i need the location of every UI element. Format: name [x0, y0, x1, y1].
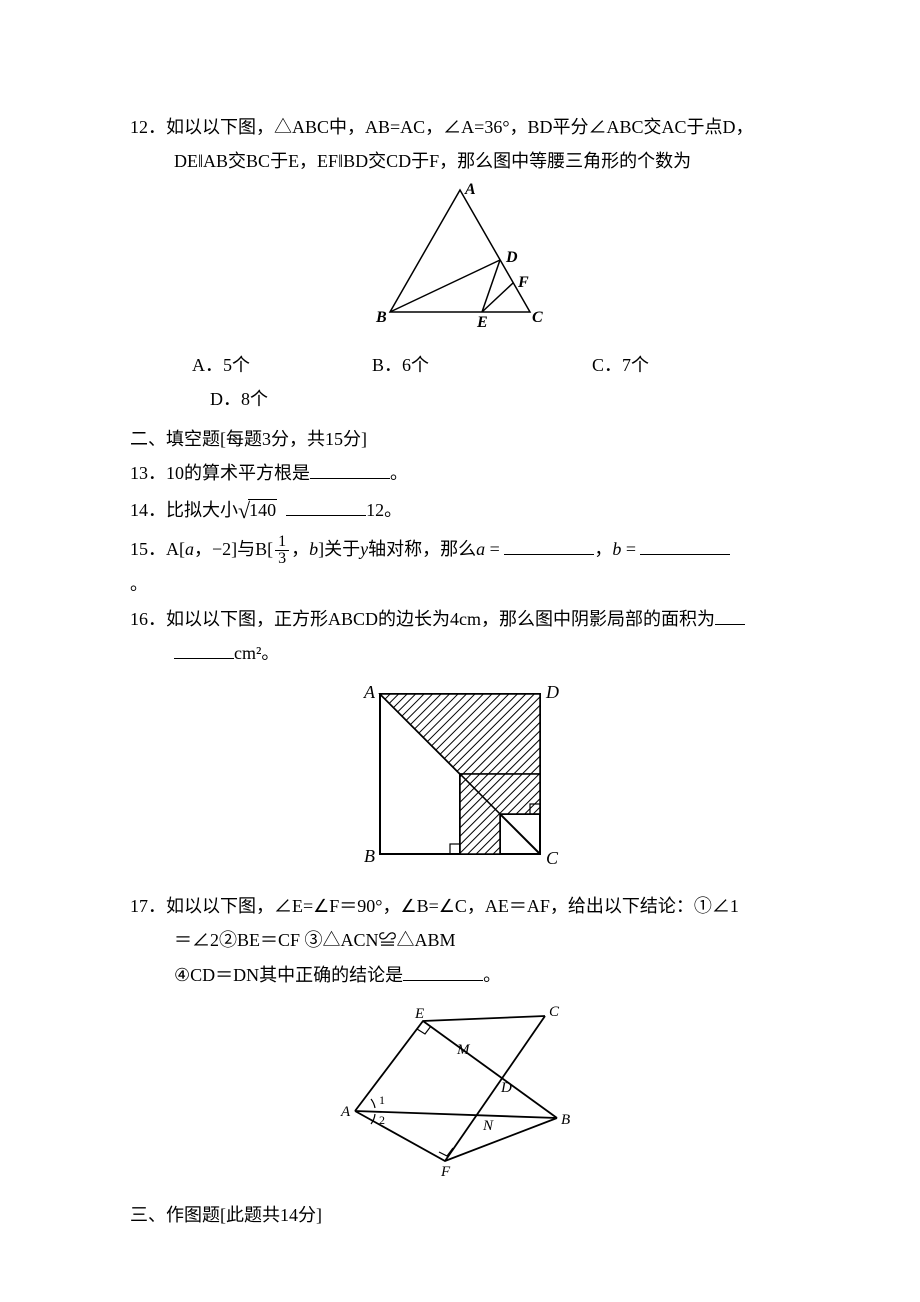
svg-text:B: B	[561, 1112, 570, 1128]
q13-prefix: 13．	[130, 463, 166, 483]
svg-text:A: A	[340, 1104, 351, 1120]
fraction-icon: 13	[275, 534, 289, 567]
q12-opt-a: A．5个	[192, 348, 372, 382]
svg-text:B: B	[364, 846, 375, 866]
svg-text:D: D	[505, 249, 518, 266]
svg-text:C: C	[532, 309, 543, 326]
q12-opt-c: C．7个	[592, 348, 742, 382]
q17-figure: A E C M D N B F 1 2	[130, 996, 790, 1192]
section-2-header: 二、填空题[每题3分，共15分]	[130, 422, 790, 456]
q12-figure: A B C D E F	[130, 182, 790, 343]
q16-figure: A D B C	[130, 674, 790, 885]
svg-text:E: E	[414, 1006, 424, 1022]
question-15: 15．A[a，−2]与B[13，b]关于y轴对称，那么a = ，b =	[130, 532, 790, 567]
svg-text:A: A	[363, 682, 376, 702]
q16-prefix: 16．	[130, 609, 166, 629]
q12-options: A．5个 B．6个 C．7个	[130, 348, 790, 382]
svg-text:A: A	[464, 182, 476, 198]
q12-prefix: 12．	[130, 117, 166, 137]
question-16: 16．如以以下图，正方形ABCD的边长为4cm，那么图中阴影局部的面积为	[130, 602, 790, 636]
q12-opt-d: D．8个	[130, 382, 790, 416]
q17-line2: ＝∠2②BE＝CF ③△ACN≌△ABM	[130, 923, 790, 957]
q12-line2: DE‖AB交BC于E，EF‖BD交CD于F，那么图中等腰三角形的个数为	[130, 144, 790, 178]
svg-text:1: 1	[379, 1093, 385, 1107]
q17-line3: ④CD＝DN其中正确的结论是。	[130, 958, 790, 992]
q13-blank	[310, 460, 390, 479]
q15-blank-b	[640, 536, 730, 555]
svg-text:E: E	[476, 314, 488, 331]
svg-text:N: N	[482, 1118, 494, 1134]
question-17: 17．如以以下图，∠E=∠F＝90°，∠B=∠C，AE＝AF，给出以下结论：①∠…	[130, 889, 790, 923]
q17-prefix: 17．	[130, 896, 166, 916]
svg-text:C: C	[549, 1004, 560, 1020]
question-12: 12．如以以下图，△ABC中，AB=AC，∠A=36°，BD平分∠ABC交AC于…	[130, 110, 790, 416]
svg-text:C: C	[546, 848, 559, 868]
q16-blank-bottom	[174, 640, 234, 659]
q14-prefix: 14．	[130, 500, 166, 520]
q12-line1: 12．如以以下图，△ABC中，AB=AC，∠A=36°，BD平分∠ABC交AC于…	[130, 110, 790, 144]
svg-text:M: M	[456, 1042, 471, 1058]
section-3-header: 三、作图题[此题共14分]	[130, 1198, 790, 1232]
q17-blank	[403, 962, 483, 981]
svg-text:D: D	[500, 1080, 512, 1096]
q15-period: 。	[130, 567, 790, 601]
question-14: 14．比拟大小√140 12。	[130, 490, 790, 532]
svg-text:F: F	[517, 274, 529, 291]
svg-text:B: B	[375, 309, 387, 326]
q16-blank-top	[715, 606, 745, 625]
svg-text:D: D	[545, 682, 559, 702]
q15-blank-a	[504, 536, 594, 555]
svg-text:F: F	[440, 1164, 451, 1180]
q16-line2: cm²。	[130, 636, 790, 670]
q14-radicand: 140	[248, 499, 277, 520]
question-13: 13．10的算术平方根是。	[130, 456, 790, 490]
q12-opt-b: B．6个	[372, 348, 592, 382]
svg-text:2: 2	[379, 1113, 385, 1127]
q14-blank	[286, 497, 366, 516]
q15-prefix: 15．	[130, 539, 166, 559]
